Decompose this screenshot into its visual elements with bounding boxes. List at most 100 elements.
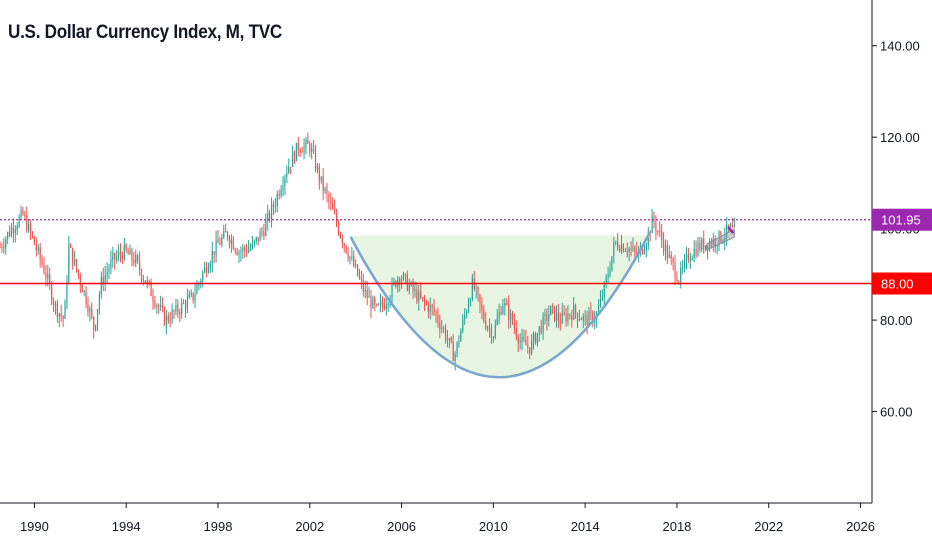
candle-body [383,305,385,309]
candle-body [39,247,41,260]
candle-body [521,337,523,342]
candle-body [661,231,663,240]
candle-body [393,281,395,283]
candle-body [269,212,271,219]
candle-body [314,151,317,170]
candle-body [22,210,24,215]
support-badge [872,272,932,295]
candle-body [299,150,301,152]
candle-body [351,256,353,258]
candle-body [687,254,690,261]
candle-body [89,308,91,313]
candle-body [207,268,210,273]
candle-body [225,230,227,233]
candle-body [51,284,53,302]
candle-body [504,302,506,307]
candle-body [538,326,540,333]
candle-body [448,337,450,340]
candle-body [378,304,380,306]
candle-body [423,298,426,303]
candle-body [56,303,58,318]
candle-body [211,251,213,264]
candle-body [699,242,701,250]
candle-body [647,231,649,246]
candle-body [666,244,668,258]
candle-body [154,301,156,307]
candle-body [160,305,162,308]
candle-body [592,312,594,323]
candle-body [305,139,307,146]
candle-body [137,255,139,261]
candle-body [456,342,458,355]
candle-body [251,242,254,248]
candle-body [376,304,378,306]
candle-body [611,256,613,271]
candle-body [508,304,510,320]
candle-body [35,244,37,251]
candle-body [548,315,550,321]
candle-body [177,304,179,313]
candle-body [49,274,51,285]
candle-body [439,322,441,330]
candle-body [10,227,13,236]
candle-body [599,298,602,307]
candle-body [129,249,131,255]
candle-body [381,301,384,306]
candle-body [603,282,605,298]
candle-body [571,315,573,320]
candle-body [680,268,682,283]
candle-body [68,244,70,283]
candle-body [370,296,372,309]
candle-body [175,304,177,312]
candle-body [263,231,265,236]
candle-body [291,152,294,167]
support-badge-label: 88.00 [881,277,914,292]
candle-body [605,277,607,283]
chart-title: U.S. Dollar Currency Index, M, TVC [8,22,282,43]
candle-body [104,275,106,285]
candle-body [615,241,617,243]
candle-body [37,247,39,251]
candle-body [133,259,135,264]
candle-body [125,244,127,251]
candle-body [498,311,500,319]
candle-body [594,319,596,323]
candle-body [573,305,575,320]
candle-body [441,328,443,330]
candle-body [52,301,55,306]
candle-body [265,221,267,236]
candle-body [276,194,278,207]
candle-body [311,148,313,152]
candle-body [148,280,150,283]
candle-body [205,266,208,273]
last-price-badge [872,208,932,231]
candle-body [404,273,407,275]
candle-body [481,304,483,311]
candle-body [477,287,479,295]
candle-body [561,312,563,324]
candle-body [318,166,320,181]
candle-body [190,292,192,295]
candle-body [100,276,102,295]
candle-body [150,282,152,296]
candle-body [431,305,433,307]
candle-body [559,320,561,324]
candle-body [425,302,428,305]
candle-body [43,264,45,274]
candle-body [632,247,634,250]
candle-body [636,251,638,256]
candle-body [597,306,600,314]
candle-body [678,281,680,283]
candle-body [576,312,579,320]
x-tick-label: 2022 [754,519,783,534]
candle-body [492,337,494,339]
candle-body [169,320,171,322]
candle-body [274,206,276,208]
candle-body [60,313,62,317]
candle-body [234,248,236,252]
candle-body [278,194,280,196]
candle-body [138,260,141,271]
candle-body [3,246,5,248]
candle-body [479,294,481,305]
